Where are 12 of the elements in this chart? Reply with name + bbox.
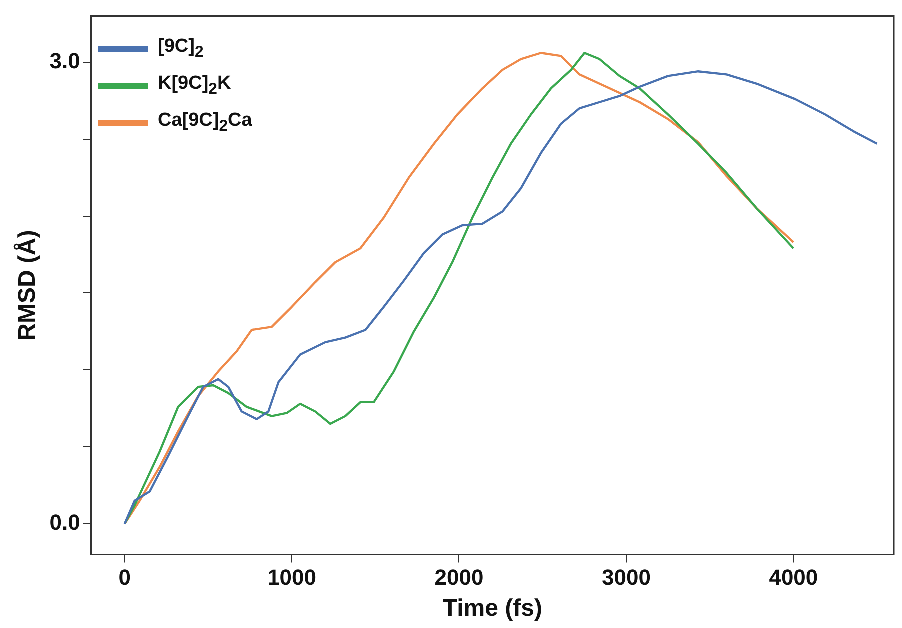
y-axis-title: RMSD (Å) [13, 230, 42, 341]
y-tick-label: 3.0 [50, 48, 80, 74]
y-tick-label: 0.0 [50, 510, 80, 536]
legend-label: [9C]$_{2}$ [158, 36, 204, 62]
x-tick-label: 1000 [268, 565, 317, 590]
x-tick-label: 4000 [769, 565, 818, 590]
x-tick-label: 2000 [434, 565, 484, 590]
legend-label: Ca[9C]$_{2}$Ca [158, 110, 252, 136]
x-axis-title: Time (fs) [442, 595, 542, 622]
x-tick-label: 3000 [602, 565, 651, 590]
legend-label: K[9C]$_{2}$K [158, 72, 232, 98]
x-tick-label: 0 [118, 565, 131, 590]
